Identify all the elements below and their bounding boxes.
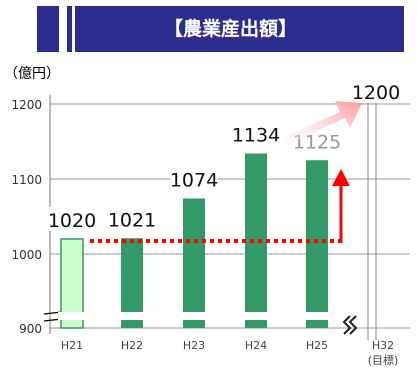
value-label: 1021 [108, 209, 156, 231]
y-tick-label: 900 [19, 322, 42, 336]
x-tick-label: H32 [372, 339, 394, 352]
value-label-backdrop [232, 121, 280, 146]
value-label: 1125 [293, 131, 341, 153]
axis-break-symbol [348, 315, 358, 335]
x-tick-label: (目標) [368, 353, 399, 367]
y-axis-unit-label: （億円） [4, 66, 60, 82]
y-tick-label: 1100 [11, 173, 42, 187]
bar [245, 153, 267, 328]
bar-break-gap [118, 312, 146, 320]
x-tick-label: H25 [306, 339, 328, 352]
x-tick-label: H24 [245, 339, 267, 352]
x-tick-label: H21 [61, 339, 83, 352]
bar [183, 198, 205, 328]
bar [60, 238, 84, 329]
banner-stripe [59, 6, 67, 52]
target-arrow [264, 101, 362, 153]
chart-title: 【農業産出額】 [163, 18, 297, 40]
y-tick-label: 1200 [11, 98, 42, 112]
value-label-backdrop [108, 206, 156, 231]
bar-break-gap [180, 312, 208, 320]
y-tick-label: 1000 [11, 248, 42, 262]
title-banner [37, 6, 404, 52]
growth-arrow-head [332, 169, 350, 186]
x-tick-label: H22 [121, 339, 143, 352]
banner-stripe [72, 6, 75, 52]
value-label: 1020 [48, 210, 96, 232]
x-tick-label: H23 [183, 339, 205, 352]
value-label: 1074 [170, 170, 218, 192]
axis-break-symbol [342, 315, 352, 335]
value-label-backdrop [48, 207, 96, 231]
bar-break-gap [303, 312, 331, 320]
bar-break-gap [242, 312, 270, 320]
bar [121, 238, 143, 328]
value-label: 1134 [232, 125, 280, 147]
bar [306, 160, 328, 328]
value-label-backdrop [170, 166, 218, 191]
bar-break-gap [58, 312, 86, 320]
value-label-backdrop [352, 79, 400, 103]
value-label: 1200 [352, 82, 400, 104]
